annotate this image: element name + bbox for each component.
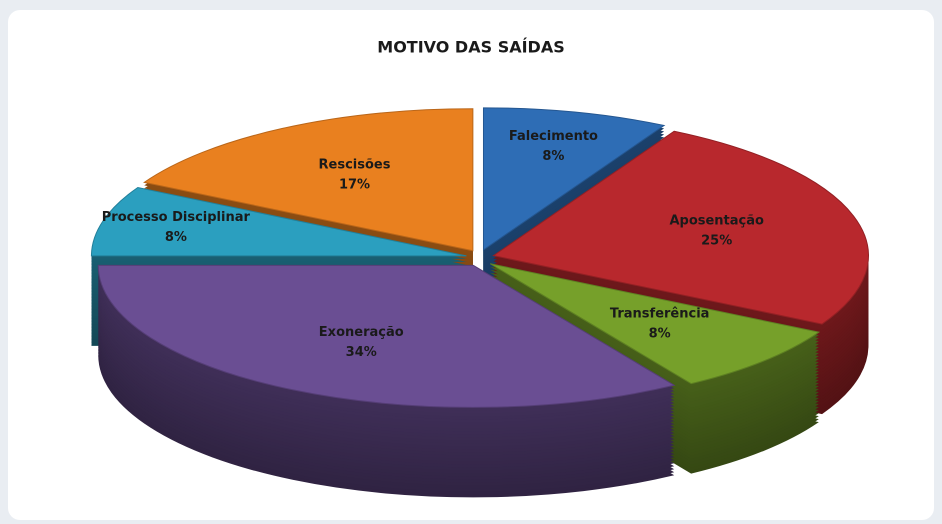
slice-value-label: 17%: [339, 177, 370, 192]
slice-label: Processo Disciplinar: [102, 210, 251, 225]
pie-slice: [97, 264, 676, 408]
pie-slice: [489, 263, 821, 385]
pie-slice: [492, 130, 869, 325]
slice-label: Aposentação: [669, 214, 764, 229]
slice-value-label: 34%: [346, 345, 377, 360]
slice-label: Transferência: [610, 307, 710, 322]
pie-slice: [143, 108, 474, 252]
slice-value-label: 8%: [649, 327, 671, 342]
slice-label: Exoneração: [319, 325, 404, 340]
slice-label: Falecimento: [509, 129, 598, 144]
pie-slice: [482, 107, 666, 251]
slice-value-label: 8%: [165, 230, 187, 245]
pie-slice: [90, 186, 467, 257]
slice-value-label: 25%: [701, 234, 732, 249]
slice-label: Rescisões: [319, 157, 391, 172]
chart-title: MOTIVO DAS SAÍDAS: [377, 38, 564, 57]
slice-value-label: 8%: [542, 149, 564, 164]
